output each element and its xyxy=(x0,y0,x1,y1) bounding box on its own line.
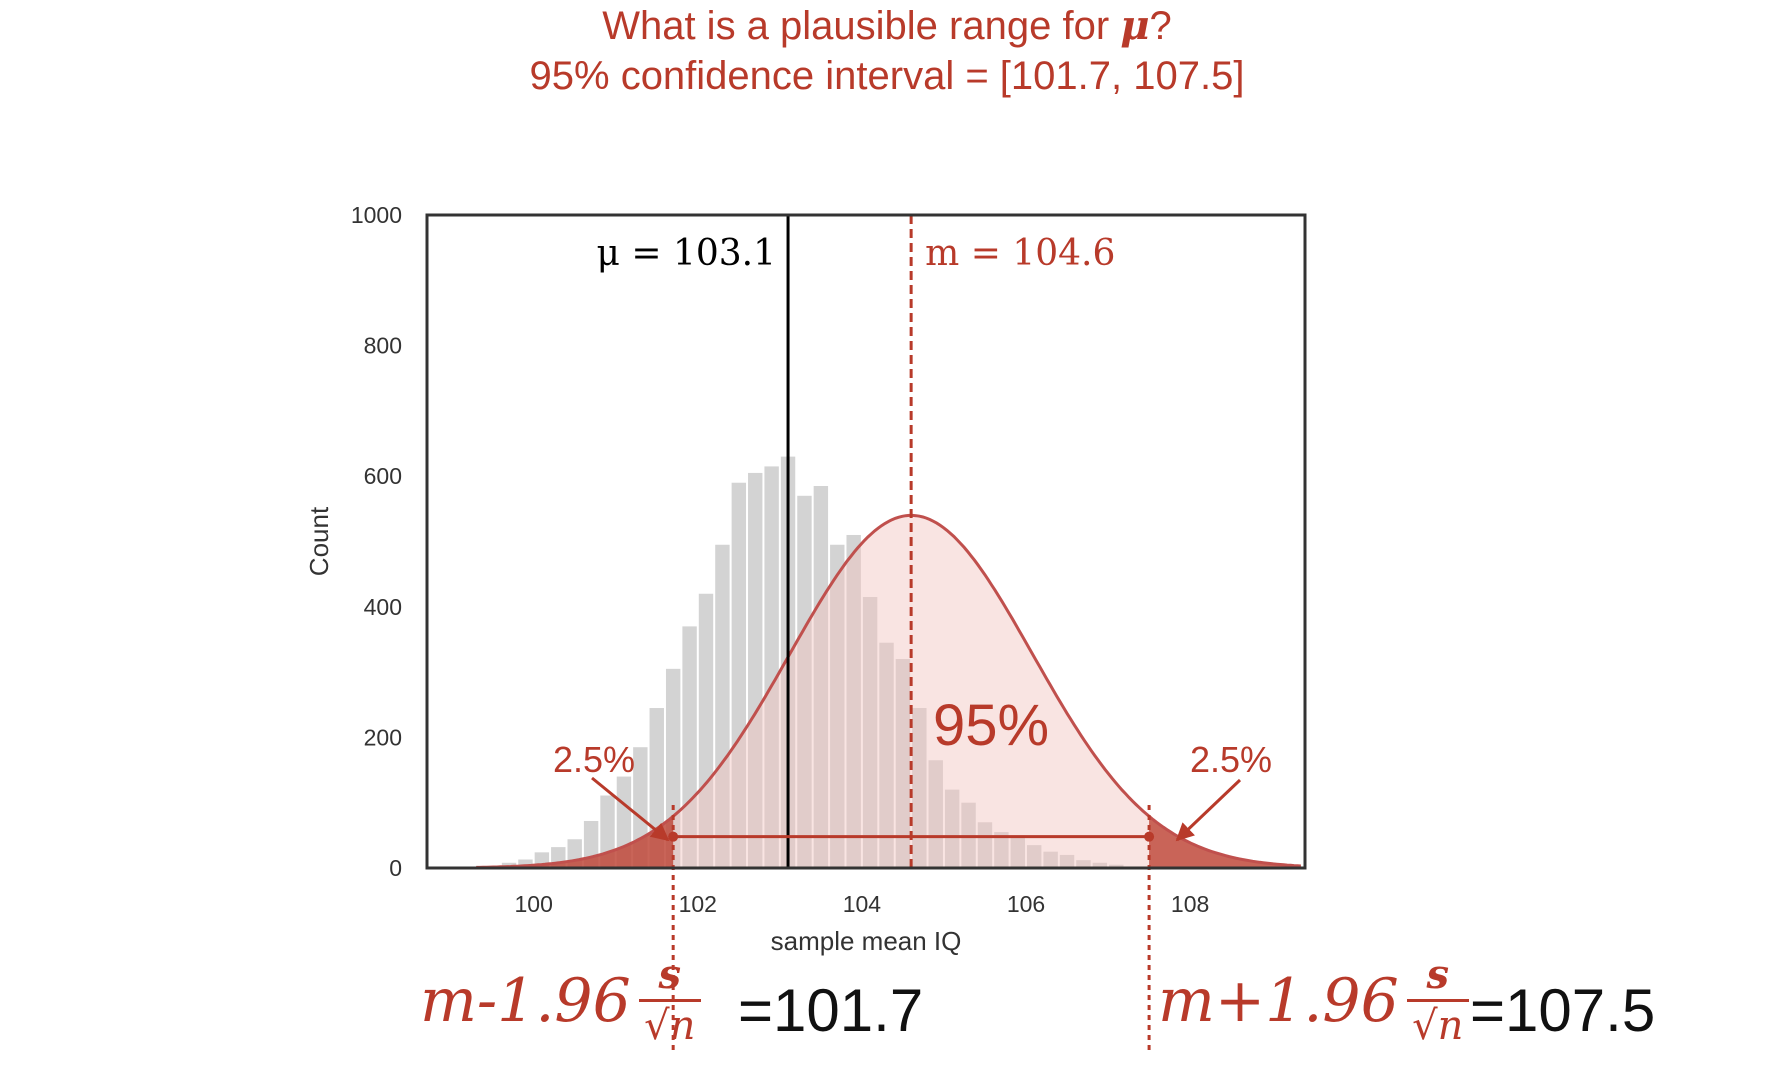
x-tick-label: 102 xyxy=(679,891,717,917)
lower-formula-denominator: √n xyxy=(644,1003,696,1049)
histogram-bar xyxy=(715,544,730,868)
histogram-bar xyxy=(846,534,861,868)
y-tick-label: 1000 xyxy=(351,202,402,228)
upper-fraction-bar xyxy=(1406,999,1469,1002)
upper-bound-formula: m+1.96 s √n xyxy=(1158,955,1469,1046)
histogram-bar xyxy=(928,760,943,868)
histogram-bar xyxy=(944,789,960,868)
m-label: m = 104.6 xyxy=(925,233,1115,274)
left-tail-area xyxy=(476,816,674,868)
right-tail-area xyxy=(1149,816,1301,868)
histogram-bar xyxy=(895,659,911,868)
x-tick-label: 100 xyxy=(514,891,552,917)
histogram-bar xyxy=(879,642,894,868)
center-area-label: 95% xyxy=(933,693,1049,758)
lower-formula-numerator: s xyxy=(658,951,682,998)
right-tail-label: 2.5% xyxy=(1190,739,1272,780)
upper-formula-numerator: s xyxy=(1426,951,1450,998)
y-tick-label: 200 xyxy=(364,724,402,750)
x-tick-label: 106 xyxy=(1007,891,1045,917)
histogram-bar xyxy=(518,859,533,868)
right-tail-arrow xyxy=(1175,778,1242,842)
left-tail-label: 2.5% xyxy=(553,739,635,780)
lower-fraction-bar xyxy=(638,999,701,1002)
histogram-bar xyxy=(813,485,829,868)
question-prefix: What is a plausible range for xyxy=(602,4,1121,48)
histogram-bar xyxy=(1043,851,1058,868)
plot-frame xyxy=(425,213,1307,870)
upper-formula-coef: m+1.96 xyxy=(1158,965,1399,1036)
histogram-bar xyxy=(1059,854,1075,868)
sampling-distribution-fill xyxy=(476,515,1301,868)
lower-bound-result: =101.7 xyxy=(738,977,924,1044)
histogram-bar xyxy=(682,626,697,868)
y-tick-label: 800 xyxy=(364,333,402,359)
histogram-bar xyxy=(994,832,1009,868)
histogram-bar xyxy=(797,495,812,868)
histogram-bar xyxy=(698,593,714,868)
upper-formula-denominator: √n xyxy=(1412,1003,1464,1049)
question-symbol: μ xyxy=(1120,2,1150,49)
interval-low-dot xyxy=(668,831,679,842)
histogram-bar xyxy=(977,822,993,868)
histogram-bar xyxy=(1076,860,1091,868)
histogram-bar xyxy=(1092,862,1108,868)
histogram-bar xyxy=(748,472,763,868)
histogram-bar xyxy=(1109,864,1124,868)
lower-formula-coef: m-1.96 xyxy=(420,965,631,1036)
histogram-bar xyxy=(862,597,878,868)
histogram-bar xyxy=(830,544,845,868)
histogram-bar xyxy=(1010,835,1026,868)
x-tick-label: 108 xyxy=(1171,891,1209,917)
interval-title: 95% confidence interval = [101.7, 107.5] xyxy=(529,54,1245,98)
upper-bound-result: =107.5 xyxy=(1470,977,1656,1044)
question-title: What is a plausible range for μ? xyxy=(0,2,1774,49)
normal-curve xyxy=(476,513,1301,869)
histogram-bar xyxy=(731,482,747,868)
y-axis-label: Count xyxy=(304,506,334,576)
histogram-bar xyxy=(1027,845,1042,868)
histogram-bar xyxy=(764,466,779,868)
y-tick-label: 600 xyxy=(364,463,402,489)
y-tick-label: 400 xyxy=(364,594,402,620)
lower-formula-fraction: s √n xyxy=(638,951,701,1049)
question-suffix: ? xyxy=(1149,4,1172,48)
left-tail-arrow xyxy=(591,776,670,842)
lower-bound-formula: m-1.96 s √n xyxy=(420,955,701,1046)
y-tick-label: 0 xyxy=(389,855,402,881)
histogram-bar xyxy=(912,708,927,868)
x-axis-label: sample mean IQ xyxy=(771,926,962,956)
interval-high-dot xyxy=(1144,831,1155,842)
x-tick-label: 104 xyxy=(843,891,882,917)
mu-label: μ = 103.1 xyxy=(597,233,777,274)
upper-formula-fraction: s √n xyxy=(1406,951,1469,1049)
